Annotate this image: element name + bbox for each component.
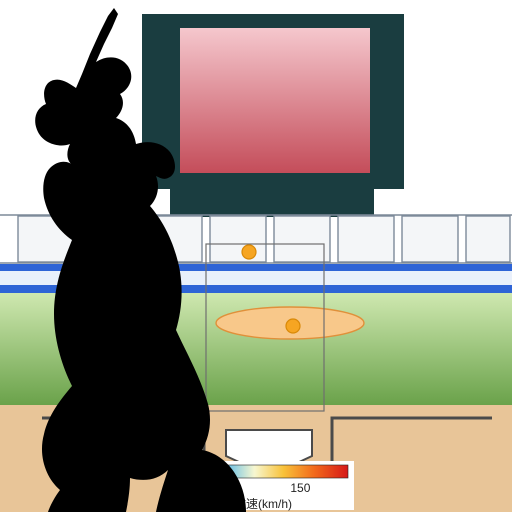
stands-block — [402, 216, 458, 262]
legend-tick-label: 150 — [290, 481, 310, 495]
stands-block — [466, 216, 510, 262]
pitch-marker — [286, 319, 300, 333]
stands-block — [210, 216, 266, 262]
pitch-marker — [242, 245, 256, 259]
stands-block — [274, 216, 330, 262]
stands-block — [338, 216, 394, 262]
pitch-location-chart: 100150 球速(km/h) — [0, 0, 512, 512]
scoreboard-mast — [170, 189, 374, 217]
scoreboard-screen — [180, 28, 370, 173]
